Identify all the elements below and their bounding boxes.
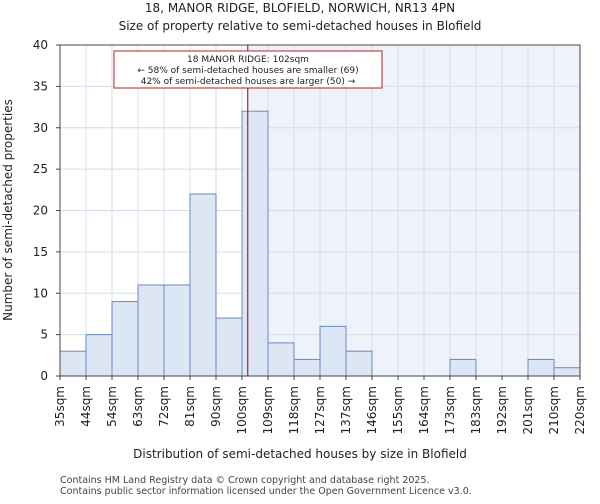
y-axis-label: Number of semi-detached properties xyxy=(1,99,15,321)
footer-line-1: Contains HM Land Registry data © Crown c… xyxy=(60,475,430,486)
x-tick-label-137sqm: 137sqm xyxy=(339,386,353,434)
y-tick-label-25: 25 xyxy=(33,162,48,176)
bar-63sqm xyxy=(137,284,165,377)
x-tick-label-183sqm: 183sqm xyxy=(469,386,483,434)
x-tick-label-192sqm: 192sqm xyxy=(495,386,509,434)
bar-201sqm xyxy=(527,358,555,377)
x-tick-label-90sqm: 90sqm xyxy=(209,386,223,427)
chart-title: 18, MANOR RIDGE, BLOFIELD, NORWICH, NR13… xyxy=(145,1,455,15)
y-tick-label-30: 30 xyxy=(33,121,48,135)
y-tick-label-10: 10 xyxy=(33,286,48,300)
bar-35sqm xyxy=(59,350,87,377)
bar-109sqm xyxy=(267,342,295,377)
x-tick-label-72sqm: 72sqm xyxy=(157,386,171,427)
bar-72sqm xyxy=(163,284,191,377)
annotation-box xyxy=(113,50,383,89)
bar-118sqm xyxy=(293,358,321,377)
bar-54sqm xyxy=(111,301,139,377)
bar-81sqm xyxy=(189,193,217,377)
x-tick-label-44sqm: 44sqm xyxy=(79,386,93,427)
x-axis: 35sqm 44sqm 54sqm 63sqm 72sqm 81sqm 90sqm 100sq… xyxy=(53,376,587,434)
bar-127sqm xyxy=(319,325,347,377)
bar-90sqm xyxy=(215,317,243,377)
y-tick-label-0: 0 xyxy=(40,369,48,383)
y-tick-label-35: 35 xyxy=(33,79,48,93)
x-tick-label-220sqm: 220sqm xyxy=(573,386,587,434)
bar-173sqm xyxy=(449,358,477,377)
bar-210sqm xyxy=(553,367,581,377)
y-tick-label-5: 5 xyxy=(40,328,48,342)
y-tick-label-20: 20 xyxy=(33,204,48,218)
x-tick-label-155sqm: 155sqm xyxy=(391,386,405,434)
y-tick-label-15: 15 xyxy=(33,245,48,259)
y-axis: 0 5 10 15 20 25 30 35 40 xyxy=(33,38,60,383)
bar-137sqm xyxy=(345,350,373,377)
x-tick-label-201sqm: 201sqm xyxy=(521,386,535,434)
x-tick-label-173sqm: 173sqm xyxy=(443,386,457,434)
bar-44sqm xyxy=(85,334,113,377)
annotation-line-3: 42% of semi-detached houses are larger (… xyxy=(141,77,356,87)
x-axis-label: Distribution of semi-detached houses by … xyxy=(133,447,467,461)
annotation-line-1: 18 MANOR RIDGE: 102sqm xyxy=(187,55,309,65)
x-tick-label-63sqm: 63sqm xyxy=(131,386,145,427)
annotation-line-2: ← 58% of semi-detached houses are smalle… xyxy=(137,66,358,76)
y-tick-label-40: 40 xyxy=(33,38,48,52)
chart-subtitle: Size of property relative to semi-detach… xyxy=(119,19,482,33)
footer-line-2: Contains public sector information licen… xyxy=(60,486,472,497)
x-tick-label-81sqm: 81sqm xyxy=(183,386,197,427)
x-tick-label-164sqm: 164sqm xyxy=(417,386,431,434)
x-tick-label-210sqm: 210sqm xyxy=(547,386,561,434)
x-tick-label-54sqm: 54sqm xyxy=(105,386,119,427)
x-tick-label-127sqm: 127sqm xyxy=(313,386,327,434)
x-tick-label-35sqm: 35sqm xyxy=(53,386,67,427)
x-tick-label-146sqm: 146sqm xyxy=(365,386,379,434)
x-tick-label-118sqm: 118sqm xyxy=(287,386,301,434)
marker-annotation: 18 MANOR RIDGE: 102sqm ← 58% of semi-det… xyxy=(113,50,383,89)
bars xyxy=(59,110,581,377)
bar-100sqm xyxy=(241,110,269,377)
x-tick-label-109sqm: 109sqm xyxy=(261,386,275,434)
x-tick-label-100sqm: 100sqm xyxy=(235,386,249,434)
